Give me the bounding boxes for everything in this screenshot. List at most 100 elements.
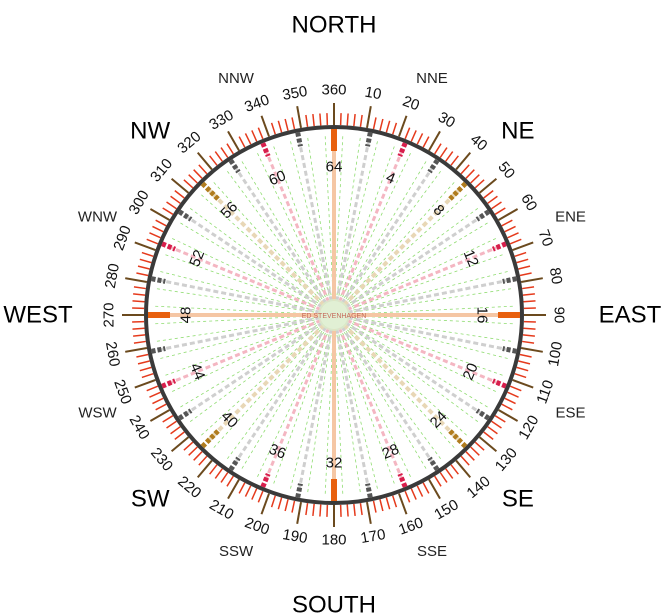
guide-line: [307, 136, 333, 302]
minor-tick: [353, 114, 356, 127]
guide-line: [155, 316, 321, 342]
half-wind-ray: [340, 164, 436, 305]
guide-line: [200, 193, 324, 306]
minor-tick: [152, 225, 164, 233]
minor-tick: [353, 503, 356, 516]
labels-layer: 360 10 20304050607080901001101201301401501…: [3, 12, 661, 615]
minor-tick: [450, 464, 459, 475]
degree-label: 190: [281, 526, 309, 547]
secondary-label-ssw: SSW: [219, 543, 254, 560]
major-tick: [149, 208, 170, 221]
credit-label: ED STEVENHAGEN: [302, 313, 367, 320]
minor-tick: [391, 122, 398, 135]
minor-tick: [518, 265, 531, 270]
minor-tick: [422, 136, 430, 148]
guide-line: [324, 135, 334, 302]
major-tick: [125, 347, 148, 353]
minor-tick: [465, 169, 475, 179]
point-label: 64: [326, 159, 343, 176]
rays-layer: [154, 135, 514, 495]
guide-line: [154, 315, 321, 325]
guide-line: [289, 328, 331, 490]
half-wind-marker: [427, 158, 440, 174]
minor-tick: [501, 219, 513, 227]
minor-tick: [422, 482, 430, 494]
minor-tick: [470, 446, 480, 456]
minor-tick: [155, 219, 167, 227]
half-wind-ray: [347, 278, 511, 314]
major-tick: [170, 436, 190, 453]
minor-tick: [251, 130, 258, 142]
half-wind-marker: [475, 408, 491, 421]
guide-line: [171, 237, 322, 310]
degree-label: 300: [126, 187, 153, 217]
minor-tick: [410, 488, 417, 500]
minor-tick: [410, 130, 417, 142]
guide-line: [344, 324, 468, 437]
point-label: 12: [460, 247, 482, 269]
point-label: 44: [186, 361, 208, 383]
major-tick: [125, 277, 148, 283]
minor-tick: [152, 397, 164, 405]
guide-line: [324, 328, 334, 495]
half-wind-ray: [335, 328, 371, 492]
secondary-label-wsw: WSW: [78, 404, 117, 421]
guide-line: [335, 136, 361, 302]
major-tick: [134, 241, 156, 251]
half-wind-marker: [295, 132, 303, 147]
minor-tick: [319, 504, 322, 517]
hub-circle: [318, 299, 350, 331]
minor-tick: [166, 420, 177, 429]
minor-tick: [166, 201, 177, 210]
minor-tick: [198, 164, 208, 175]
wind-ray: [337, 148, 405, 303]
point-label: 52: [186, 247, 208, 269]
half-wind-ray: [297, 328, 333, 492]
guide-line: [289, 140, 331, 302]
half-wind-ray: [157, 316, 321, 352]
degree-label: 80: [546, 266, 566, 285]
wind-ray: [337, 327, 405, 482]
minor-tick: [139, 258, 152, 264]
minor-tick: [220, 472, 229, 483]
minor-tick: [385, 120, 391, 133]
minor-tick: [149, 232, 161, 239]
minor-tick: [487, 195, 498, 204]
minor-tick: [359, 114, 363, 127]
minor-tick: [277, 120, 283, 133]
minor-tick: [132, 327, 145, 330]
degree-label: 110: [533, 378, 557, 406]
point-label: 28: [380, 441, 402, 463]
half-wind-ray: [297, 138, 333, 302]
minor-tick: [149, 391, 161, 398]
minor-tick: [284, 499, 289, 512]
wind-marker: [491, 241, 507, 252]
guide-line: [164, 319, 321, 377]
degree-label: 140: [464, 473, 494, 502]
minor-tick: [188, 446, 198, 456]
guide-line: [272, 145, 330, 302]
minor-tick: [445, 151, 454, 162]
minor-tick: [220, 147, 229, 158]
degree-label: 50: [494, 159, 518, 183]
wind-marker: [491, 378, 507, 389]
major-tick: [170, 177, 190, 194]
intercardinal-ray: [205, 323, 326, 444]
guide-line: [256, 327, 329, 478]
guide-line: [334, 328, 344, 495]
minor-tick: [193, 451, 203, 461]
major-tick: [520, 347, 543, 353]
guide-line: [345, 207, 479, 307]
degree-label: 180: [321, 532, 346, 549]
degree-label: 220: [174, 473, 204, 502]
guide-line: [342, 326, 442, 460]
minor-tick: [214, 468, 223, 479]
minor-tick: [133, 340, 146, 344]
minor-tick: [162, 415, 174, 423]
half-wind-ray: [183, 321, 324, 417]
half-wind-marker: [177, 209, 193, 222]
minor-tick: [198, 455, 208, 466]
minor-tick: [522, 293, 535, 296]
minor-tick: [519, 353, 532, 358]
